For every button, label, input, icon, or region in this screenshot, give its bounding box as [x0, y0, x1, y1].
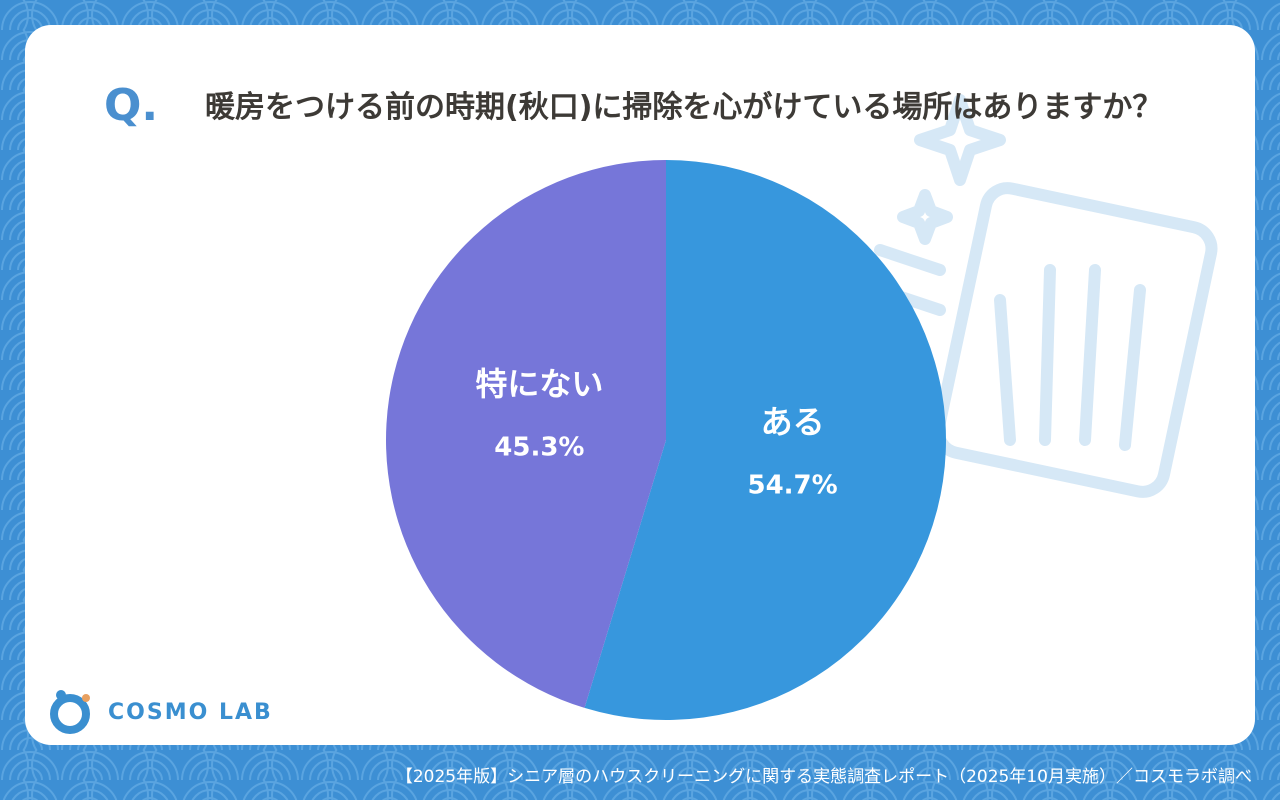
value-label: 54.7% — [748, 470, 838, 500]
question-mark: Q. — [104, 80, 159, 131]
logo: COSMO LAB — [108, 700, 273, 725]
logo-icon — [50, 690, 90, 734]
value-label: 45.3% — [494, 433, 584, 463]
slice-label: 特にない — [475, 365, 603, 403]
chart-title: 暖房をつける前の時期(秋口)に掃除を心がけている場所はありますか？ — [205, 90, 1163, 125]
source: 【2025年版】シニア層のハウスクリーニングに関する実態調査レポート（2025年… — [395, 767, 1252, 787]
slice-label: ある — [761, 403, 825, 441]
pie-slice — [584, 160, 946, 721]
pie-slice — [385, 159, 666, 708]
